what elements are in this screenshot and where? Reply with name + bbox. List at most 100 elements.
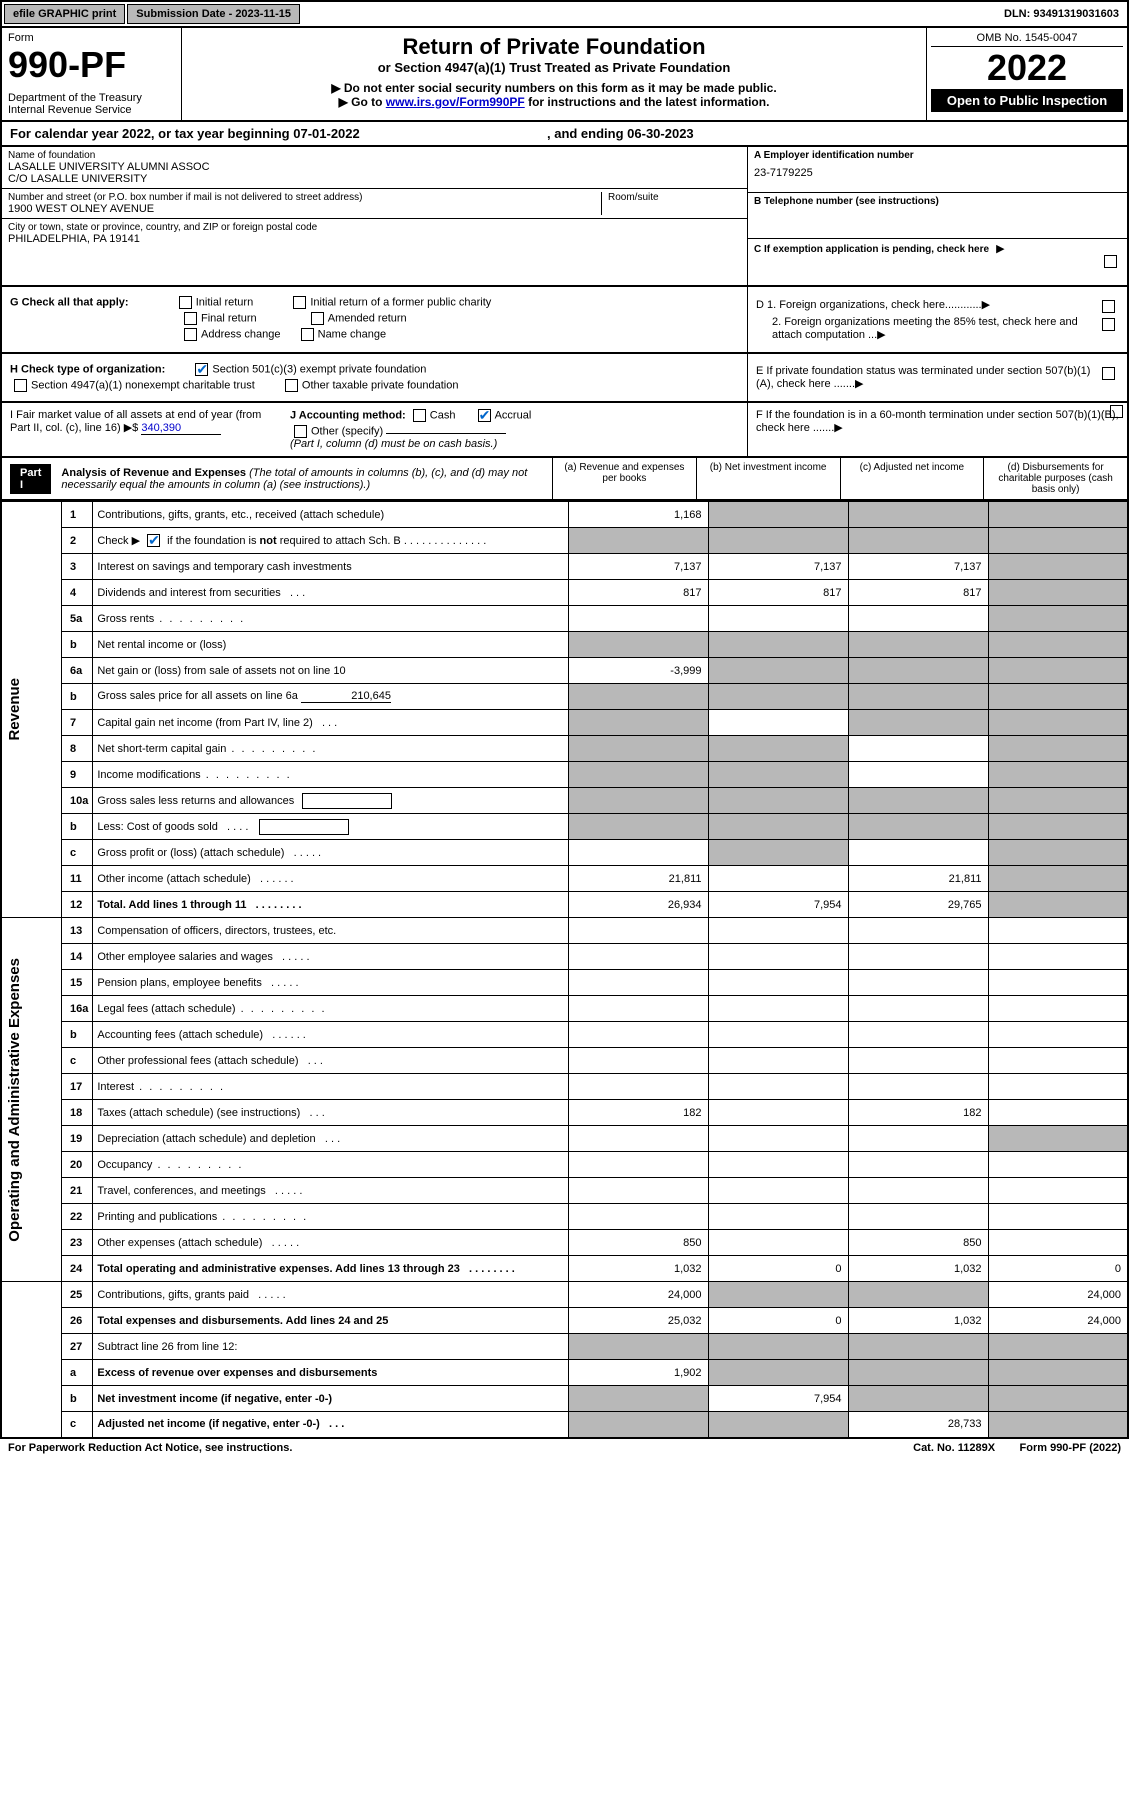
d1-checkbox[interactable] [1102,300,1115,313]
line-desc: Printing and publications [93,1204,568,1230]
table-row: b Accounting fees (attach schedule) . . … [1,1022,1128,1048]
exemption-checkbox[interactable] [1104,255,1117,268]
val-c: 7,137 [848,554,988,580]
footer-right: Cat. No. 11289X Form 990-PF (2022) [913,1442,1121,1454]
line-desc: Other income (attach schedule) . . . . .… [93,866,568,892]
city-state-zip: PHILADELPHIA, PA 19141 [8,233,741,245]
section-i: I Fair market value of all assets at end… [10,409,270,450]
val-a: 26,934 [568,892,708,918]
foundation-name-row: Name of foundation LASALLE UNIVERSITY AL… [2,147,747,189]
address-row: Number and street (or P.O. box number if… [2,189,747,219]
line-num: 9 [62,762,93,788]
form-id-block: Form 990-PF Department of the Treasury I… [2,28,182,120]
line-desc: Check ▶ if the foundation is not require… [93,528,568,554]
col-d-header: (d) Disbursements for charitable purpose… [983,458,1127,499]
line-num: 4 [62,580,93,606]
table-row: 18 Taxes (attach schedule) (see instruct… [1,1100,1128,1126]
f-checkbox[interactable] [1110,405,1123,418]
schb-checkbox[interactable] [147,534,160,547]
opt-accrual: Accrual [495,409,532,421]
table-row: 3 Interest on savings and temporary cash… [1,554,1128,580]
table-row: c Adjusted net income (if negative, ente… [1,1412,1128,1438]
line-num: 18 [62,1100,93,1126]
line-desc: Compensation of officers, directors, tru… [93,918,568,944]
tax-year-end: 06-30-2023 [627,126,694,141]
amended-checkbox[interactable] [311,312,324,325]
d2-label: 2. Foreign organizations meeting the 85%… [772,316,1078,341]
col-a-header: (a) Revenue and expenses per books [552,458,696,499]
form-number: 990-PF [8,44,175,86]
line-num: 21 [62,1178,93,1204]
table-row: b Less: Cost of goods sold . . . . [1,814,1128,840]
initial-return-checkbox[interactable] [179,296,192,309]
table-row: c Other professional fees (attach schedu… [1,1048,1128,1074]
line-desc: Less: Cost of goods sold . . . . [93,814,568,840]
line-num: 24 [62,1256,93,1282]
val-a: 21,811 [568,866,708,892]
e-checkbox[interactable] [1102,367,1115,380]
arrow-icon: ▶ [855,378,863,390]
line-num: 14 [62,944,93,970]
final-return-checkbox[interactable] [184,312,197,325]
val-c: 1,032 [848,1256,988,1282]
line-num: 3 [62,554,93,580]
4947-checkbox[interactable] [14,379,27,392]
table-row: 6a Net gain or (loss) from sale of asset… [1,658,1128,684]
line-num: b [62,1386,93,1412]
val-b: 7,137 [708,554,848,580]
line-desc: Travel, conferences, and meetings . . . … [93,1178,568,1204]
501c3-checkbox[interactable] [195,363,208,376]
section-g: G Check all that apply: Initial return I… [2,287,747,352]
table-row: 21 Travel, conferences, and meetings . .… [1,1178,1128,1204]
efile-button[interactable]: efile GRAPHIC print [4,4,125,24]
val-a: 25,032 [568,1308,708,1334]
address-change-checkbox[interactable] [184,328,197,341]
val-d: 0 [988,1256,1128,1282]
line-num: 15 [62,970,93,996]
val-c: 21,811 [848,866,988,892]
cash-checkbox[interactable] [413,409,426,422]
line-desc: Gross sales less returns and allowances [93,788,568,814]
part1-title: Analysis of Revenue and Expenses [61,467,246,479]
arrow-icon: ▶ [877,329,885,341]
table-row: a Excess of revenue over expenses and di… [1,1360,1128,1386]
section-j: J Accounting method: Cash Accrual Other … [270,409,739,450]
year-block: OMB No. 1545-0047 2022 Open to Public In… [927,28,1127,120]
table-row: 17 Interest [1,1074,1128,1100]
accrual-checkbox[interactable] [478,409,491,422]
line-desc: Other expenses (attach schedule) . . . .… [93,1230,568,1256]
line-desc: Interest on savings and temporary cash i… [93,554,568,580]
d2-checkbox[interactable] [1102,318,1115,331]
other-taxable-checkbox[interactable] [285,379,298,392]
table-row: 11 Other income (attach schedule) . . . … [1,866,1128,892]
irs-link[interactable]: www.irs.gov/Form990PF [386,95,525,109]
val-c: 817 [848,580,988,606]
table-row: 26 Total expenses and disbursements. Add… [1,1308,1128,1334]
other-method-checkbox[interactable] [294,425,307,438]
table-row: 23 Other expenses (attach schedule) . . … [1,1230,1128,1256]
cat-no: Cat. No. 11289X [913,1442,995,1454]
line-num: a [62,1360,93,1386]
line-num: 20 [62,1152,93,1178]
table-row: Operating and Administrative Expenses 13… [1,918,1128,944]
opt-initial-former: Initial return of a former public charit… [310,296,491,308]
check-section-he: H Check type of organization: Section 50… [0,354,1129,403]
open-public: Open to Public Inspection [931,89,1123,112]
initial-former-checkbox[interactable] [293,296,306,309]
street-address: 1900 WEST OLNEY AVENUE [8,203,601,215]
line-num: c [62,1048,93,1074]
line-num: 5a [62,606,93,632]
table-row: 15 Pension plans, employee benefits . . … [1,970,1128,996]
val-a: -3,999 [568,658,708,684]
page-footer: For Paperwork Reduction Act Notice, see … [0,1439,1129,1457]
line-num: 17 [62,1074,93,1100]
name-change-checkbox[interactable] [301,328,314,341]
calendar-year-row: For calendar year 2022, or tax year begi… [0,122,1129,147]
dln: DLN: 93491319031603 [996,5,1127,23]
val-a: 1,032 [568,1256,708,1282]
val-a: 850 [568,1230,708,1256]
table-row: 5a Gross rents [1,606,1128,632]
addr-label: Number and street (or P.O. box number if… [8,192,601,203]
ein-row: A Employer identification number 23-7179… [748,147,1127,193]
table-row: 24 Total operating and administrative ex… [1,1256,1128,1282]
